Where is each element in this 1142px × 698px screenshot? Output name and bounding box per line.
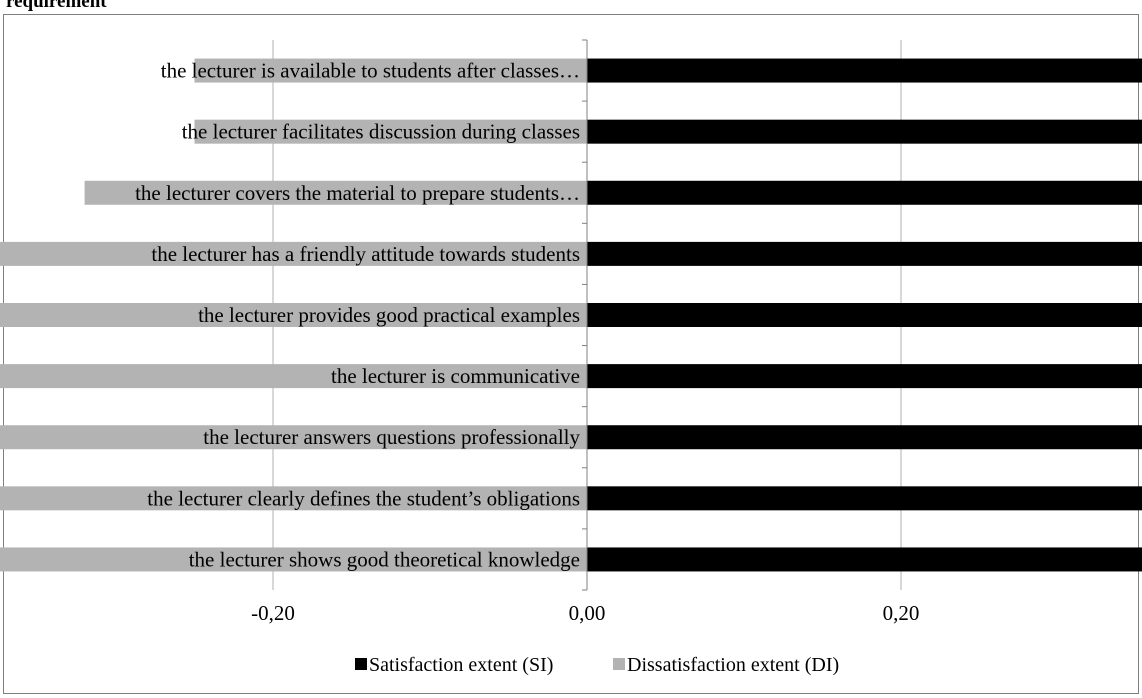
bar-satisfaction — [587, 241, 1142, 266]
bar-dissatisfaction — [194, 58, 587, 83]
x-tick-label: 0,00 — [569, 601, 606, 625]
category-label: the lecturer has a friendly attitude tow… — [151, 242, 580, 266]
bar-satisfaction — [587, 303, 1142, 327]
bar-satisfaction — [587, 58, 1142, 83]
legend-label: Dissatisfaction extent (DI) — [627, 654, 839, 676]
category-labels: the lecturer is available to students af… — [135, 59, 580, 572]
bar-dissatisfaction — [0, 425, 587, 450]
bar-dissatisfaction — [0, 241, 587, 266]
bar-satisfaction — [587, 180, 1142, 205]
chart-heading: requirement — [6, 0, 107, 12]
bar-satisfaction — [587, 547, 1142, 572]
legend-swatch — [355, 658, 367, 670]
bar-satisfaction — [587, 364, 1142, 389]
category-label: the lecturer shows good theoretical know… — [189, 547, 580, 571]
category-label: the lecturer is available to students af… — [161, 59, 580, 83]
x-axis: -0,60-0,40-0,200,000,200,400,60 — [251, 39, 920, 625]
bar-dissatisfaction — [0, 547, 587, 572]
legend: Satisfaction extent (SI) Dissatisfaction … — [355, 654, 839, 676]
legend-label: Satisfaction extent (SI) — [369, 654, 553, 676]
bar-dissatisfaction — [0, 486, 587, 511]
bar-dissatisfaction — [0, 364, 588, 389]
bar-dissatisfaction — [84, 180, 587, 205]
category-label: the lecturer clearly defines the student… — [147, 486, 580, 510]
bar-satisfaction — [587, 119, 1142, 144]
category-label: the lecturer provides good practical exa… — [198, 303, 580, 327]
category-label: the lecturer facilitates discussion duri… — [182, 120, 580, 144]
category-label: the lecturer covers the material to prep… — [135, 181, 580, 205]
bars — [0, 58, 1142, 572]
bar-satisfaction — [587, 486, 1142, 511]
bar-dissatisfaction — [194, 119, 587, 144]
x-tick-label: 0,20 — [883, 601, 920, 625]
chart-frame — [3, 14, 1139, 694]
bar-satisfaction — [587, 425, 1142, 450]
x-tick-label: -0,20 — [251, 601, 295, 625]
bar-dissatisfaction — [0, 303, 587, 327]
category-label: the lecturer answers questions professio… — [203, 425, 580, 449]
category-label: the lecturer is communicative — [331, 364, 580, 388]
legend-swatch — [613, 658, 625, 670]
